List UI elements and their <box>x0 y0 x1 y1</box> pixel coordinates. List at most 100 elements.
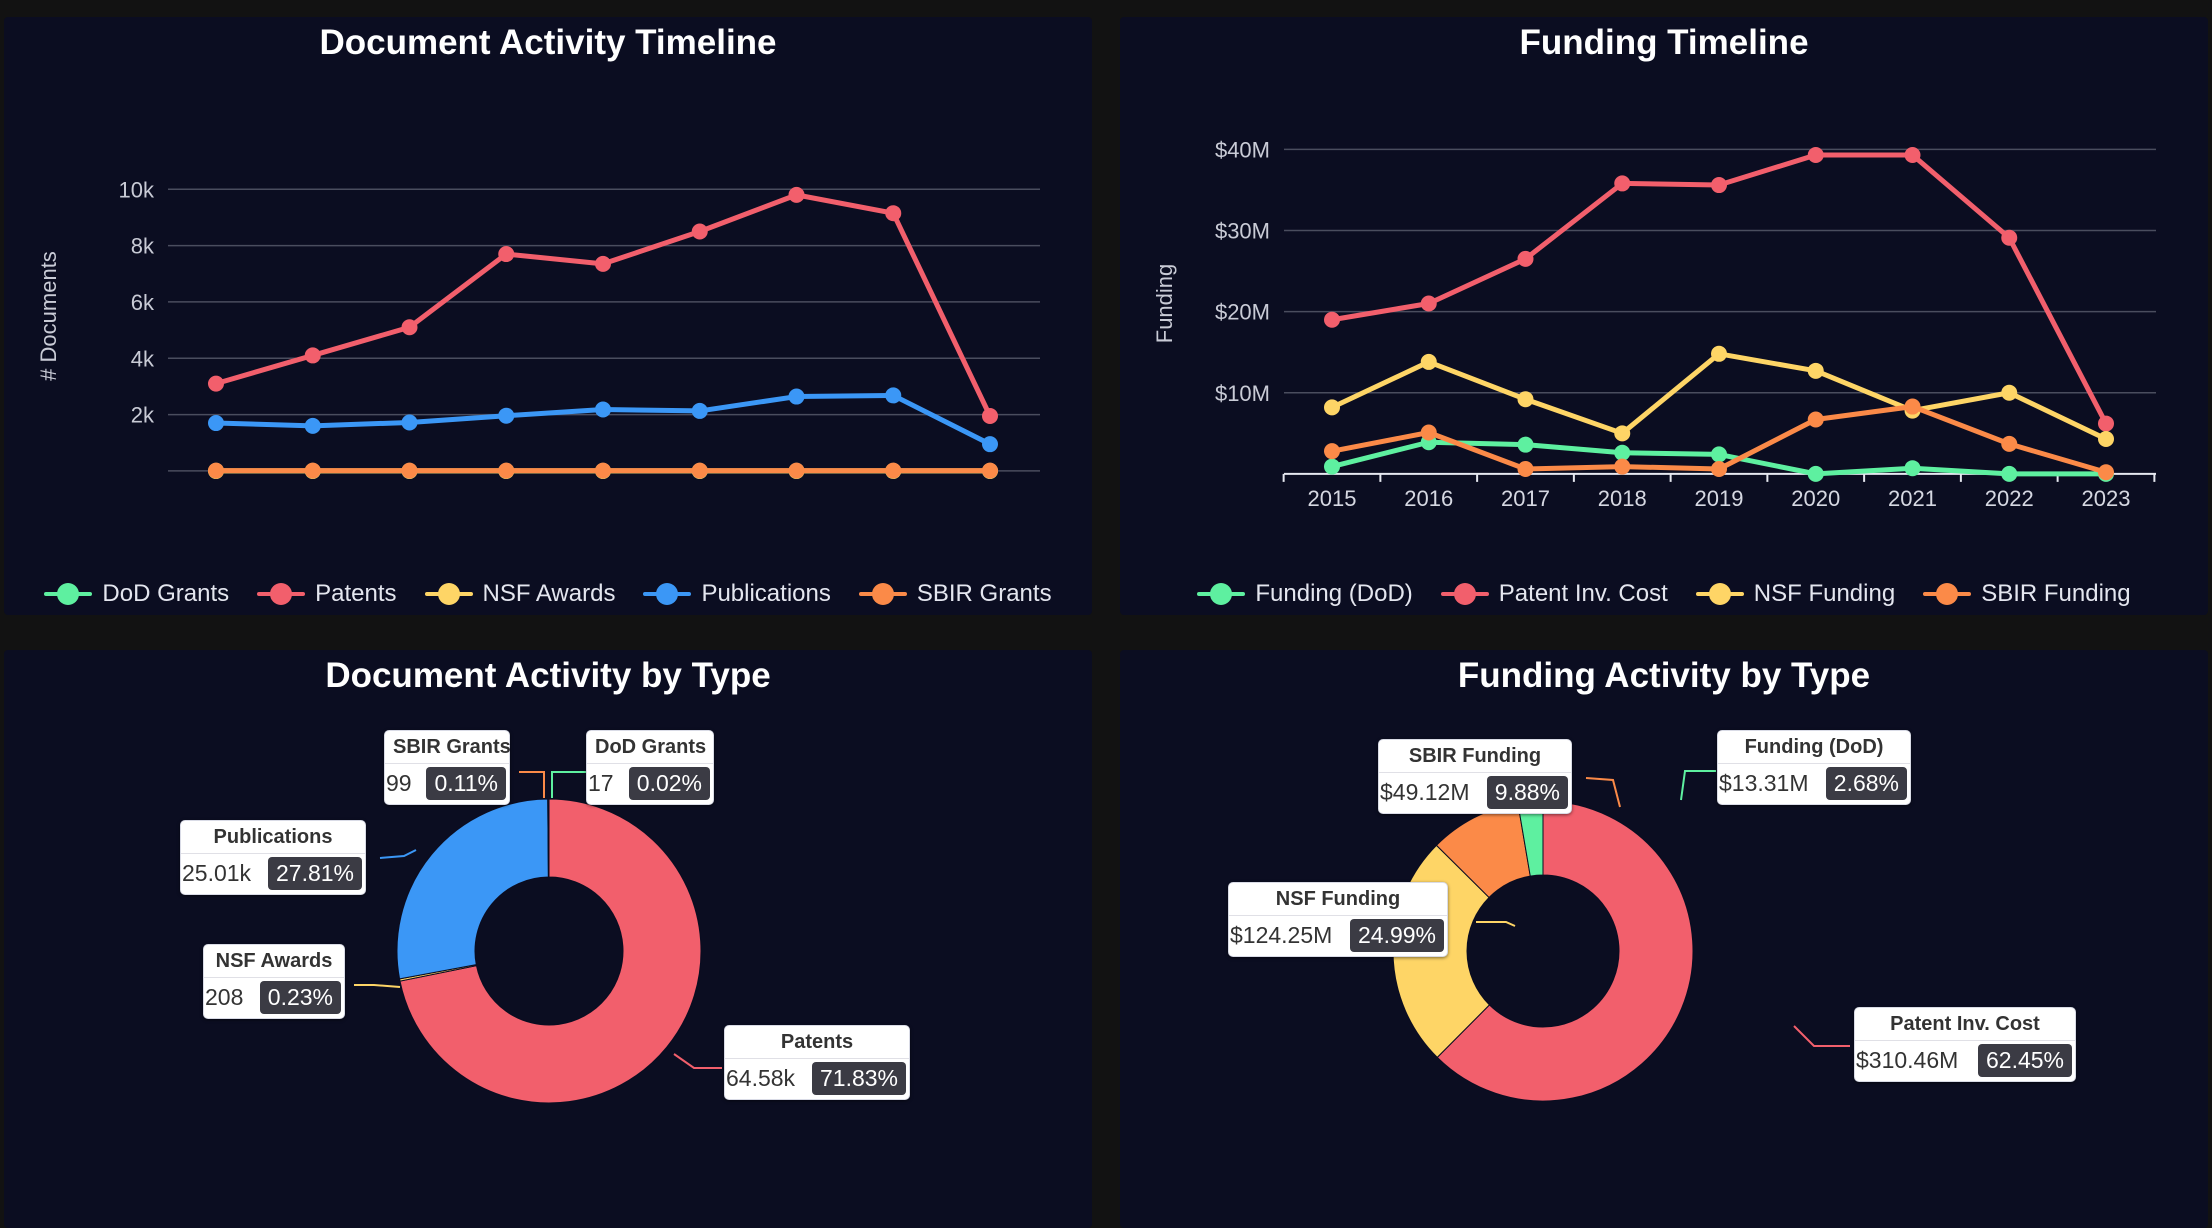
data-point-patent-inv-cost <box>1324 311 1340 328</box>
y-tick-label: 10k <box>119 177 155 202</box>
series-line-patent-inv-cost <box>1329 152 2109 427</box>
callout-value: $13.31M <box>1719 770 1809 796</box>
callout-nsf-funding: NSF Funding $124.25M 24.99% <box>1228 882 1448 957</box>
data-point-publications <box>208 415 224 432</box>
callout-value: 208 <box>205 984 244 1010</box>
leader-line-nsf-funding <box>1476 921 1516 927</box>
data-point-patents <box>885 205 902 222</box>
callout-title: NSF Awards <box>204 945 344 978</box>
series-line-patents <box>213 192 993 419</box>
legend-item-patent-inv-cost[interactable]: Patent Inv. Cost <box>1440 580 1668 608</box>
legend-item-patents[interactable]: Patents <box>257 580 397 608</box>
x-tick-label: 2021 <box>1888 486 1937 511</box>
document-type-donut-chart[interactable] <box>4 650 1092 1228</box>
callout-value: 99 <box>386 770 412 796</box>
data-point-nsf-funding <box>2098 430 2114 447</box>
chart-title: Document Activity Timeline <box>319 23 777 62</box>
data-point-patent-inv-cost <box>1904 147 1921 164</box>
y-tick-label: $10M <box>1215 381 1270 406</box>
data-point-sbir-grants <box>982 462 998 479</box>
document-activity-timeline-panel: Document Activity Timeline 2k 4k 6k 8k 10k # … <box>4 17 1092 615</box>
callout-percent: 62.45% <box>1977 1044 2072 1077</box>
callout-title: SBIR Grants <box>385 731 511 764</box>
leader-line-patent-inv-cost <box>1793 1025 1850 1047</box>
legend-nsf-funding-icon <box>1695 583 1744 605</box>
legend-item-publications[interactable]: Publications <box>643 580 831 608</box>
callout-value: 64.58k <box>726 1065 796 1091</box>
x-tick-label: 2018 <box>1598 486 1647 511</box>
callout-value: $310.46M <box>1856 1047 1959 1073</box>
legend-label: Patents <box>315 580 397 607</box>
data-point-funding-dod <box>1904 460 1921 477</box>
funding-timeline-panel: Funding Timeline $10M $20M $30M $40M 2015 201… <box>1120 17 2208 615</box>
callout-percent: 71.83% <box>811 1062 906 1095</box>
y-tick-label: $30M <box>1215 218 1270 243</box>
data-point-sbir-funding <box>1807 411 1824 428</box>
legend-label: NSF Funding <box>1753 580 1896 607</box>
data-point-funding-dod <box>1807 465 1824 482</box>
callout-nsf-awards: NSF Awards 208 0.23% <box>203 944 345 1019</box>
slice-publications <box>396 798 549 980</box>
data-point-patents <box>595 255 611 272</box>
data-point-sbir-funding <box>1420 424 1437 441</box>
data-point-sbir-grants <box>208 462 224 479</box>
legend-item-sbir-funding[interactable]: SBIR Funding <box>1923 580 2131 608</box>
callout-sbir-grants: SBIR Grants 99 0.11% <box>384 730 511 805</box>
legend-patent-inv-cost-icon <box>1440 583 1489 605</box>
legend-item-nsf-awards[interactable]: NSF Awards <box>424 580 615 608</box>
x-tick-label: 2019 <box>1695 486 1744 511</box>
data-point-sbir-grants <box>401 462 418 479</box>
data-point-nsf-funding <box>1614 425 1631 442</box>
callout-title: NSF Funding <box>1229 883 1447 916</box>
data-point-patent-inv-cost <box>1614 175 1631 192</box>
y-tick-label: 6k <box>131 290 155 315</box>
series-line-nsf-funding <box>1329 351 2109 442</box>
data-point-funding-dod <box>1324 458 1340 475</box>
x-tick-label: 2023 <box>2082 486 2131 511</box>
leader-line-sbir-funding <box>1585 777 1621 808</box>
data-point-funding-dod <box>1517 436 1534 453</box>
slice-patents <box>399 798 702 1104</box>
y-tick-label: $40M <box>1215 137 1270 162</box>
callout-publications: Publications 25.01k 27.81% <box>180 820 366 895</box>
data-point-patents <box>401 319 418 336</box>
data-point-sbir-grants <box>788 462 805 479</box>
leader-line-funding-dod <box>1680 770 1716 801</box>
data-point-publications <box>691 402 708 419</box>
legend-sbir-funding-icon <box>1923 583 1972 605</box>
data-point-patent-inv-cost <box>1807 147 1824 164</box>
legend-patents-icon <box>257 583 306 605</box>
data-point-sbir-funding <box>1614 458 1631 475</box>
data-point-nsf-funding <box>2001 384 2018 401</box>
y-tick-label: 4k <box>131 346 155 371</box>
data-point-nsf-funding <box>1517 391 1534 408</box>
funding-line-chart[interactable]: $10M $20M $30M $40M 2015 2016 2017 2018 2019 2020… <box>1120 17 2208 615</box>
data-point-sbir-funding <box>1904 398 1921 415</box>
data-point-patents <box>304 347 321 364</box>
data-point-sbir-grants <box>595 462 611 479</box>
data-point-sbir-funding <box>2001 435 2018 452</box>
callout-title: Patents <box>725 1026 909 1059</box>
legend-item-sbir-grants[interactable]: SBIR Grants <box>858 580 1052 608</box>
data-point-funding-dod <box>1711 446 1727 463</box>
data-point-patents <box>788 186 805 203</box>
data-point-patents <box>208 375 224 392</box>
x-tick-label: 2015 <box>1308 486 1357 511</box>
data-point-nsf-funding <box>1420 353 1437 370</box>
legend-label: DoD Grants <box>102 580 230 607</box>
legend-item-funding-dod[interactable]: Funding (DoD) <box>1197 580 1413 608</box>
document-activity-by-type-panel: Document Activity by Type Patents 64.58k… <box>4 650 1092 1228</box>
data-point-patent-inv-cost <box>1517 250 1534 267</box>
legend-publications-icon <box>643 583 692 605</box>
data-point-sbir-grants <box>885 462 902 479</box>
legend-item-dod-grants[interactable]: DoD Grants <box>44 580 229 608</box>
callout-patents: Patents 64.58k 71.83% <box>724 1025 910 1100</box>
data-point-sbir-funding <box>1324 443 1340 460</box>
legend-nsf-awards-icon <box>424 583 473 605</box>
callout-sbir-funding: SBIR Funding $49.12M 9.88% <box>1378 739 1572 814</box>
data-point-nsf-funding <box>1324 399 1340 416</box>
legend-item-nsf-funding[interactable]: NSF Funding <box>1695 580 1896 608</box>
y-axis-label: Funding <box>1152 264 1177 344</box>
document-activity-line-chart[interactable]: 2k 4k 6k 8k 10k # Documents <box>4 17 1092 615</box>
callout-title: DoD Grants <box>587 731 713 764</box>
